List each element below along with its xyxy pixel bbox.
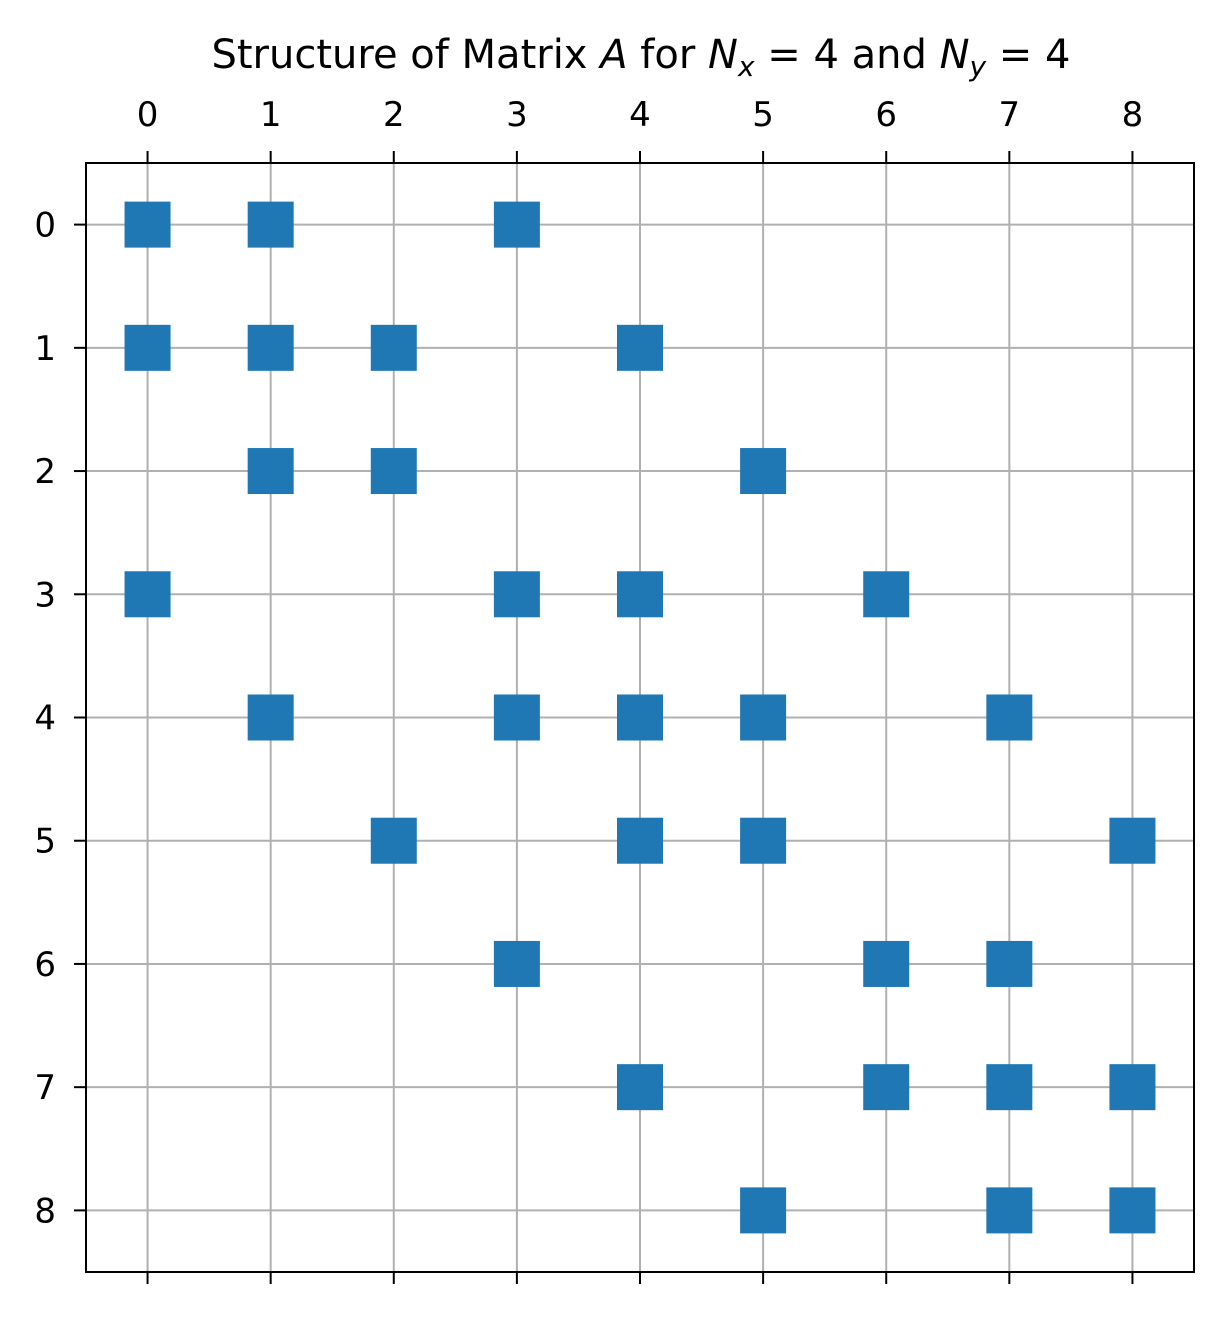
plot-frame <box>85 162 1195 1273</box>
nonzero-marker-r1-c0 <box>124 324 171 371</box>
x-tick-label: 2 <box>383 95 405 135</box>
nonzero-marker-r5-c4 <box>617 817 663 864</box>
title-prefix: Structure of Matrix <box>211 32 600 78</box>
y-tick-label: 8 <box>34 1191 56 1231</box>
y-tick-label: 0 <box>34 206 56 246</box>
y-tick-label: 2 <box>34 452 56 492</box>
nonzero-marker-r0-c1 <box>247 201 294 248</box>
nonzero-marker-r3-c4 <box>617 571 663 618</box>
y-tick-label: 7 <box>34 1068 56 1108</box>
nonzero-marker-r7-c7 <box>986 1064 1033 1111</box>
title-nx-subscript: x <box>737 50 755 83</box>
nonzero-marker-r7-c8 <box>1109 1064 1156 1111</box>
x-tick-label: 3 <box>506 95 528 135</box>
nonzero-marker-r5-c8 <box>1109 817 1156 864</box>
x-tick-label: 6 <box>875 95 897 135</box>
title-ny-subscript: y <box>969 50 987 83</box>
nonzero-marker-r6-c3 <box>493 940 540 987</box>
y-tick-label: 1 <box>34 329 56 369</box>
nonzero-marker-r1-c1 <box>247 324 294 371</box>
nonzero-marker-r8-c8 <box>1109 1187 1156 1234</box>
nonzero-marker-r3-c6 <box>863 571 910 618</box>
nonzero-marker-r4-c1 <box>247 694 294 741</box>
nonzero-marker-r4-c5 <box>740 694 787 741</box>
x-tick-label: 1 <box>260 95 282 135</box>
x-tick-label: 5 <box>752 95 774 135</box>
title-eq-2: = 4 <box>986 32 1070 78</box>
title-matrix-symbol: A <box>597 32 627 78</box>
nonzero-marker-r4-c4 <box>617 694 663 741</box>
nonzero-marker-r7-c6 <box>863 1064 910 1111</box>
nonzero-marker-r6-c6 <box>863 940 910 987</box>
nonzero-marker-r3-c0 <box>124 571 171 618</box>
nonzero-marker-r8-c7 <box>986 1187 1033 1234</box>
nonzero-marker-r6-c7 <box>986 940 1033 987</box>
nonzero-markers <box>124 201 1156 1234</box>
x-tick-label: 8 <box>1122 95 1144 135</box>
x-tick-label: 7 <box>999 95 1021 135</box>
nonzero-marker-r5-c5 <box>740 817 787 864</box>
nonzero-marker-r4-c7 <box>986 694 1033 741</box>
nonzero-marker-r2-c5 <box>740 448 787 495</box>
nonzero-marker-r0-c3 <box>493 201 540 248</box>
nonzero-marker-r5-c2 <box>370 817 417 864</box>
nonzero-marker-r8-c5 <box>740 1187 787 1234</box>
nonzero-marker-r7-c4 <box>617 1064 663 1111</box>
title-nx-symbol: N <box>708 32 738 78</box>
title-eq-1: = 4 and <box>755 32 940 78</box>
chart-title: Structure of Matrix A for Nx = 4 and Ny … <box>211 32 1070 83</box>
nonzero-marker-r0-c0 <box>124 201 171 248</box>
nonzero-marker-r1-c4 <box>617 324 663 371</box>
title-middle: for <box>628 32 708 78</box>
x-tick-label: 0 <box>137 95 159 135</box>
nonzero-marker-r2-c2 <box>370 448 417 495</box>
axis-ticks: 0 1 2 3 4 5 6 7 8 0 1 2 3 4 5 6 7 8 <box>34 95 1143 1284</box>
x-tick-label: 4 <box>629 95 651 135</box>
y-tick-label: 6 <box>34 945 56 985</box>
y-tick-label: 3 <box>34 575 56 615</box>
nonzero-marker-r2-c1 <box>247 448 294 495</box>
nonzero-marker-r3-c3 <box>493 571 540 618</box>
nonzero-marker-r1-c2 <box>370 324 417 371</box>
title-ny-symbol: N <box>940 32 970 78</box>
y-tick-label: 5 <box>34 822 56 862</box>
y-tick-label: 4 <box>34 699 56 739</box>
nonzero-marker-r4-c3 <box>493 694 540 741</box>
